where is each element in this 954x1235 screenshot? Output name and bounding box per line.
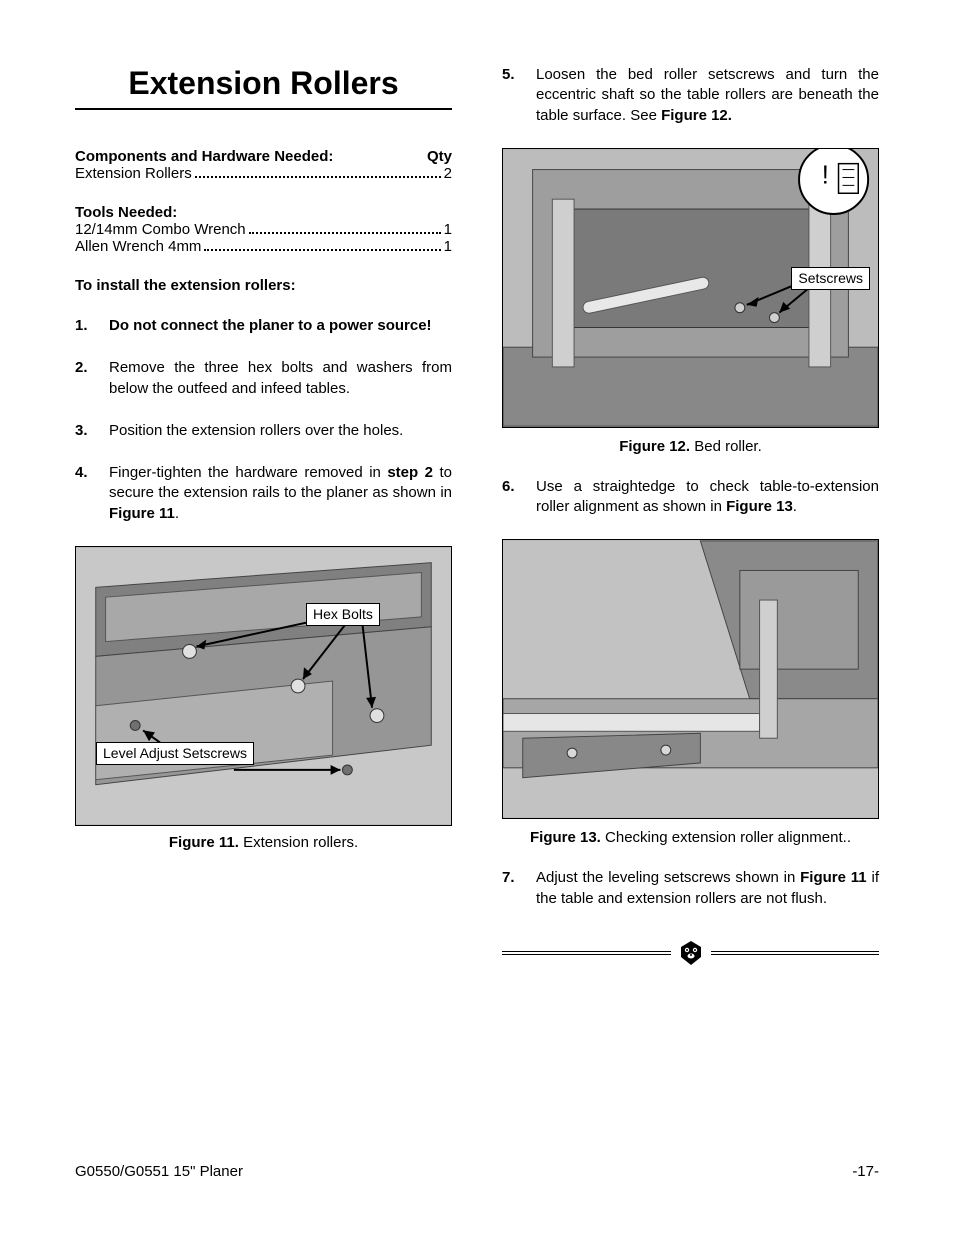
tool-qty: 1 xyxy=(444,238,452,255)
component-qty: 2 xyxy=(444,165,452,182)
step-text: Finger-tighten the hardware removed in s… xyxy=(109,463,452,524)
step-1: 1. Do not connect the planer to a power … xyxy=(75,316,452,336)
tool-row: 12/14mm Combo Wrench 1 xyxy=(75,221,452,238)
figure-13-caption: Figure 13. Checking extension roller ali… xyxy=(502,829,879,846)
title-rule xyxy=(75,108,452,110)
step-3: 3. Position the extension rollers over t… xyxy=(75,421,452,441)
right-column: 5. Loosen the bed roller setscrews and t… xyxy=(502,65,879,967)
tools-heading: Tools Needed: xyxy=(75,204,452,221)
step-text: Position the extension rollers over the … xyxy=(109,421,452,441)
components-block: Components and Hardware Needed: Qty Exte… xyxy=(75,148,452,182)
step-num: 7. xyxy=(502,868,536,909)
figure-11-label-hexbolts: Hex Bolts xyxy=(306,603,380,626)
step-text: Do not connect the planer to a power sou… xyxy=(109,316,452,336)
instructions-heading: To install the extension rollers: xyxy=(75,277,452,294)
step-text: Loosen the bed roller setscrews and turn… xyxy=(536,65,879,126)
component-name: Extension Rollers xyxy=(75,165,192,182)
components-heading-left: Components and Hardware Needed: xyxy=(75,148,333,165)
left-column: Extension Rollers Components and Hardwar… xyxy=(75,65,452,967)
components-heading: Components and Hardware Needed: Qty xyxy=(75,148,452,165)
step-num: 5. xyxy=(502,65,536,126)
components-heading-right: Qty xyxy=(427,148,452,165)
figure-11-caption: Figure 11. Extension rollers. xyxy=(75,834,452,851)
bear-icon xyxy=(677,939,705,967)
component-row: Extension Rollers 2 xyxy=(75,165,452,182)
step-2: 2. Remove the three hex bolts and washer… xyxy=(75,358,452,399)
tool-qty: 1 xyxy=(444,221,452,238)
page-footer: G0550/G0551 15" Planer -17- xyxy=(75,1163,879,1180)
section-divider xyxy=(502,939,879,967)
page-title: Extension Rollers xyxy=(75,65,452,102)
figure-13 xyxy=(502,539,879,819)
step-text: Adjust the leveling setscrews shown in F… xyxy=(536,868,879,909)
figure-11-svg xyxy=(76,547,451,825)
divider-line xyxy=(711,951,880,955)
dot-leader xyxy=(249,222,441,234)
figure-13-svg xyxy=(503,540,878,818)
steps-list-right-mid: 6. Use a straightedge to check table-to-… xyxy=(502,477,879,518)
figure-12-label-setscrews: Setscrews xyxy=(791,267,870,290)
step-num: 4. xyxy=(75,463,109,524)
step-num: 1. xyxy=(75,316,109,336)
tool-name: 12/14mm Combo Wrench xyxy=(75,221,246,238)
step-5: 5. Loosen the bed roller setscrews and t… xyxy=(502,65,879,126)
figure-11-label-setscrews: Level Adjust Setscrews xyxy=(96,742,254,765)
tool-row: Allen Wrench 4mm 1 xyxy=(75,238,452,255)
footer-right: -17- xyxy=(852,1163,879,1180)
step-num: 2. xyxy=(75,358,109,399)
footer-left: G0550/G0551 15" Planer xyxy=(75,1163,243,1180)
tool-name: Allen Wrench 4mm xyxy=(75,238,201,255)
step-4: 4. Finger-tighten the hardware removed i… xyxy=(75,463,452,524)
tools-block: Tools Needed: 12/14mm Combo Wrench 1 All… xyxy=(75,204,452,255)
dot-leader xyxy=(195,166,441,178)
steps-list-left: 1. Do not connect the planer to a power … xyxy=(75,316,452,524)
step-6: 6. Use a straightedge to check table-to-… xyxy=(502,477,879,518)
figure-12-caption: Figure 12. Bed roller. xyxy=(502,438,879,455)
divider-line xyxy=(502,951,671,955)
figure-11: Hex Bolts Level Adjust Setscrews xyxy=(75,546,452,826)
steps-list-right-bottom: 7. Adjust the leveling setscrews shown i… xyxy=(502,868,879,909)
steps-list-right-top: 5. Loosen the bed roller setscrews and t… xyxy=(502,65,879,126)
dot-leader xyxy=(204,239,440,251)
svg-text:!: ! xyxy=(822,161,829,189)
step-num: 3. xyxy=(75,421,109,441)
step-text: Remove the three hex bolts and washers f… xyxy=(109,358,452,399)
step-7: 7. Adjust the leveling setscrews shown i… xyxy=(502,868,879,909)
step-text: Use a straightedge to check table-to-ext… xyxy=(536,477,879,518)
tools-heading-text: Tools Needed: xyxy=(75,204,177,221)
step-num: 6. xyxy=(502,477,536,518)
figure-12: ! Setscrews xyxy=(502,148,879,428)
